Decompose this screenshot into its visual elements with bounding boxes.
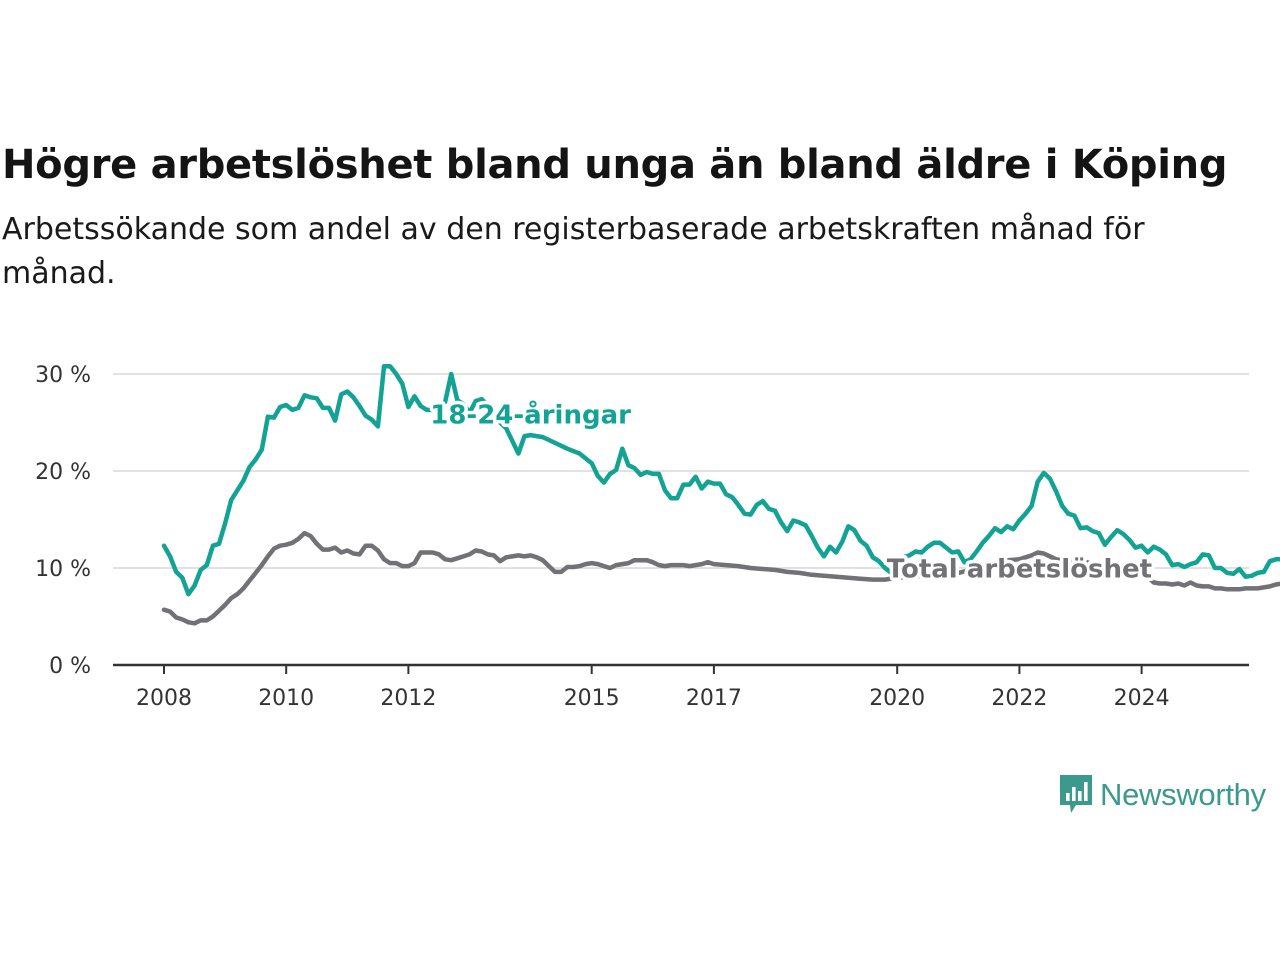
series-annotation-halo: 18-24-åringar: [430, 398, 631, 430]
y-tick-label: 10 %: [35, 557, 91, 582]
y-tick-label: 20 %: [35, 460, 91, 485]
series-annotation-total: Total arbetslöshet: [887, 555, 1152, 585]
series-annotation-halo: Total arbetslöshet: [887, 555, 1152, 585]
x-tick-label: 2017: [686, 686, 742, 711]
series-annotation-youth: 18-24-åringar: [430, 398, 631, 430]
x-tick-label: 2024: [1114, 686, 1170, 711]
x-tick-label: 2010: [258, 686, 314, 711]
newsworthy-logo: Newsworthy: [1058, 773, 1266, 817]
series-line-youth: [161, 363, 1280, 597]
x-tick-label: 2008: [136, 686, 192, 711]
x-tick-label: 2012: [380, 686, 436, 711]
chart-subtitle: Arbetssökande som andel av den registerb…: [2, 212, 1145, 291]
x-tick-label: 2015: [564, 686, 620, 711]
chart-title: Högre arbetslöshet bland unga än bland ä…: [2, 142, 1228, 188]
series-line-total: [161, 530, 1280, 626]
x-tick-label: 2022: [991, 686, 1047, 711]
series-labels: 13,2 %8,8 %18-24-åringar18-24-åringarTot…: [427, 395, 1156, 588]
bar-chart-speech-bubble-icon: [1060, 775, 1092, 813]
x-tick-label: 2020: [869, 686, 925, 711]
axes: 0 % 10 % 20 % 30 % 2008 2010 2012 2015 2017 2020 2…: [35, 363, 1249, 711]
gridlines: [113, 373, 1249, 569]
y-tick-label: 0 %: [49, 654, 91, 679]
series-lines: [161, 363, 1280, 626]
logo-text: Newsworthy: [1100, 777, 1266, 812]
y-tick-label: 30 %: [35, 363, 91, 388]
